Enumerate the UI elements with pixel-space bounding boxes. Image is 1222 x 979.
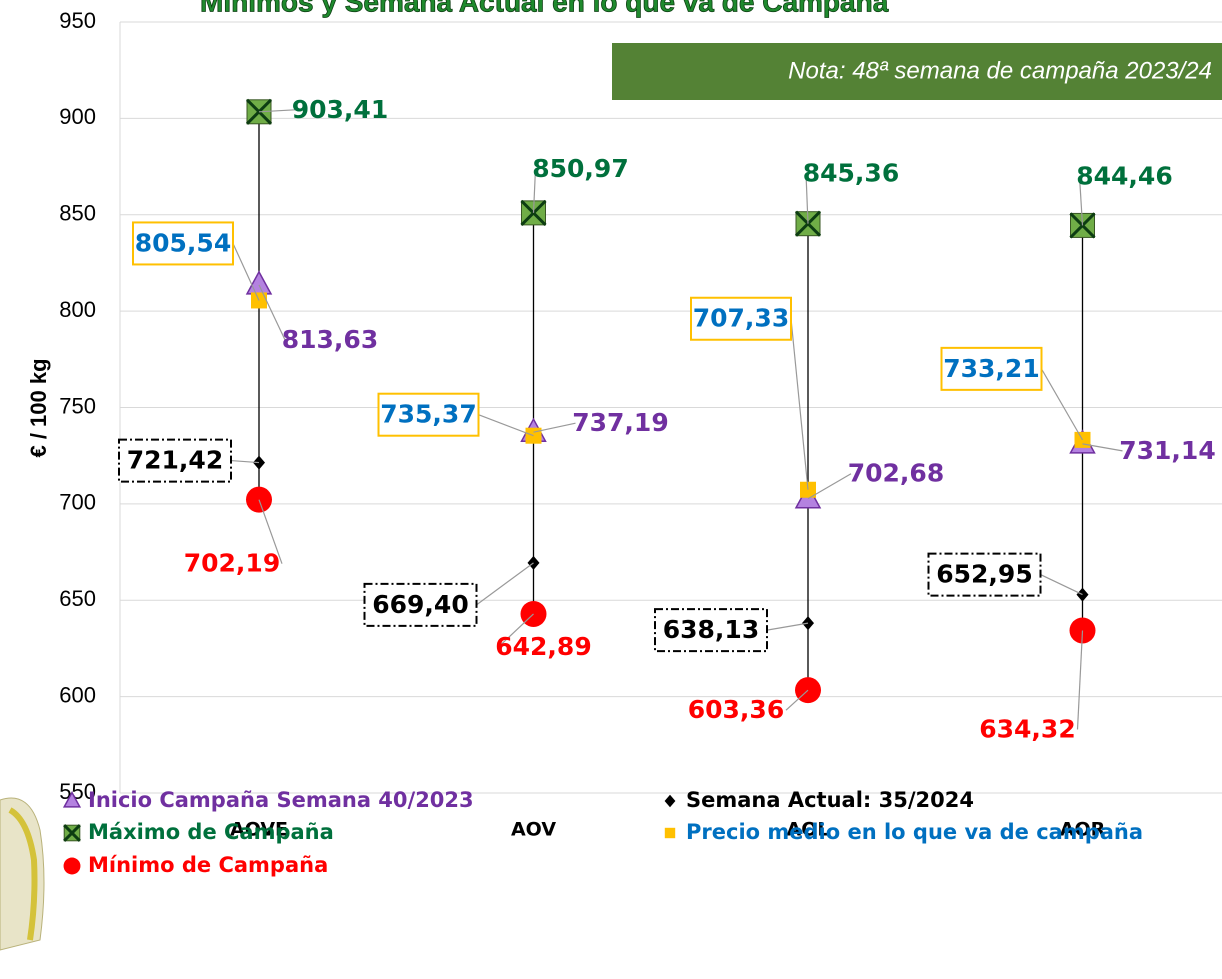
leader-line [478, 414, 534, 437]
y-tick-label: 750 [59, 393, 96, 418]
label-box [132, 221, 234, 266]
leader-line [498, 613, 534, 648]
data-label: 707,33 [693, 304, 789, 333]
leader-line [805, 173, 809, 224]
x-tick-label: AOVE [230, 819, 288, 841]
data-label: 737,19 [572, 408, 668, 437]
legend-label: Inicio Campaña Semana 40/2023 [88, 788, 474, 812]
leader-line [258, 499, 283, 564]
y-tick-label: 550 [59, 779, 96, 804]
label-box [927, 552, 1042, 597]
data-label: 603,36 [688, 695, 784, 724]
data-label: 642,89 [495, 632, 591, 661]
note: Nota: 48ª semana de campaña 2023/24 [788, 57, 1212, 84]
data-label: 669,40 [372, 590, 468, 619]
note-box [612, 43, 1222, 100]
max-cross [63, 824, 81, 842]
data-label: 844,46 [1076, 161, 1172, 190]
leader-line [476, 562, 534, 606]
leader-line [232, 243, 260, 301]
legend-label: Precio medio en lo que va de campaña [686, 820, 1143, 844]
data-label: 733,21 [943, 354, 1039, 383]
labels: 813,63 737,19 702,68 731,14 903,41 850,97 845,… [118, 95, 1216, 743]
x-tick-label: AOL [787, 819, 830, 841]
data-label: 845,36 [803, 159, 899, 188]
legend-label: Semana Actual: 35/2024 [686, 788, 974, 812]
data-label: 813,63 [282, 325, 378, 354]
x-tick-label: AOR [1060, 819, 1106, 841]
data-label: 721,42 [127, 446, 223, 475]
triangle-marker [62, 790, 82, 808]
data-label: 903,41 [292, 95, 388, 124]
label-box [940, 346, 1043, 391]
leader-line [790, 318, 809, 490]
data-label: 735,37 [380, 400, 476, 429]
y-axis-label: € / 100 kg [26, 358, 51, 457]
y-tick-label: 900 [59, 104, 96, 129]
data-label: 702,19 [184, 549, 280, 578]
leader-line [766, 622, 809, 631]
y-tick-label: 650 [59, 586, 96, 611]
leader-line [258, 284, 286, 341]
y-tick-label: 800 [59, 297, 96, 322]
legend-label: Mínimo de Campaña [88, 853, 328, 877]
data-label: 850,97 [532, 154, 628, 183]
data-label: 634,32 [979, 714, 1075, 743]
chart-title: Mínimos y Semana Actual en lo que va de … [200, 0, 889, 17]
data-label: 702,68 [848, 459, 944, 488]
leader-line [807, 473, 852, 500]
leader-line [1076, 630, 1084, 730]
leader-line [1082, 443, 1123, 452]
leader-line [1078, 176, 1084, 226]
leader-line [532, 168, 537, 213]
leader-line [785, 689, 809, 711]
y-tick-label: 700 [59, 490, 96, 515]
leader-line [533, 422, 576, 433]
max-marker [63, 824, 81, 842]
leader-line [230, 459, 260, 464]
legend-label: Máximo de Campaña [88, 820, 334, 844]
label-box [690, 296, 792, 341]
circle-marker [63, 857, 81, 875]
leader-line [1040, 368, 1084, 441]
label-box [118, 438, 232, 483]
leader-line [1040, 574, 1083, 596]
label-box [377, 392, 480, 437]
y-tick-label: 600 [59, 682, 96, 707]
max-cross [794, 210, 822, 237]
data-label: 805,54 [135, 228, 231, 257]
square-marker [664, 827, 676, 839]
bottle-decoration [0, 797, 45, 951]
diamond-marker [664, 794, 676, 808]
data-label: 731,14 [1119, 436, 1215, 465]
data-label: 638,13 [663, 615, 759, 644]
y-tick-label: 850 [59, 201, 96, 226]
label-box [363, 582, 478, 627]
x-tick-label: AOV [511, 819, 556, 841]
data-label: 652,95 [936, 560, 1032, 589]
leader-line [258, 109, 296, 113]
y-tick-label: 950 [59, 8, 96, 33]
label-box [654, 608, 768, 653]
